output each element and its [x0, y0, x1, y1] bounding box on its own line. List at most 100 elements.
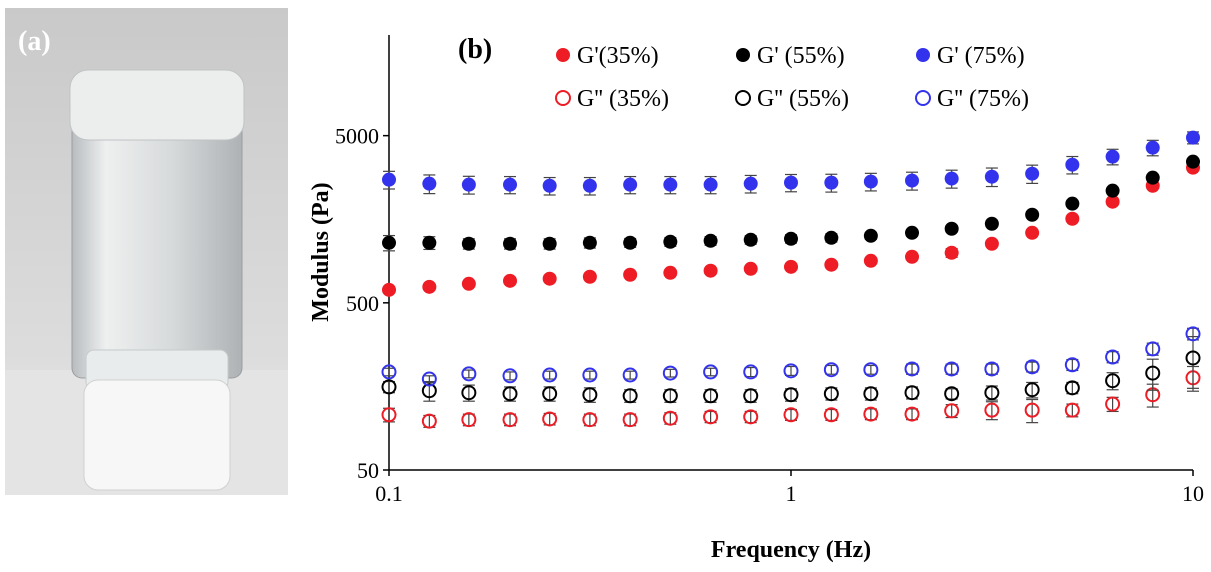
- legend-marker: [915, 90, 931, 106]
- legend-marker: [916, 48, 930, 62]
- data-point: [422, 235, 437, 250]
- data-point: [823, 407, 839, 423]
- data-point: [663, 265, 678, 280]
- data-point: [542, 236, 557, 251]
- data-point: [461, 366, 477, 382]
- x-tick-label: 0.1: [375, 481, 403, 506]
- data-point: [1105, 149, 1120, 164]
- y-tick-label: 5000: [335, 124, 379, 149]
- data-point: [1145, 170, 1160, 185]
- data-point: [1024, 359, 1040, 375]
- data-point: [502, 368, 518, 384]
- data-point: [422, 279, 437, 294]
- data-point: [863, 362, 879, 378]
- x-tick-label: 10: [1182, 481, 1204, 506]
- data-point: [421, 413, 437, 429]
- data-point: [582, 387, 598, 403]
- data-point: [904, 361, 920, 377]
- y-axis-title: Modulus (Pa): [308, 182, 334, 321]
- data-point: [623, 177, 638, 192]
- data-point: [1024, 382, 1040, 398]
- data-point: [582, 235, 597, 250]
- legend-label: G'(35%): [577, 43, 659, 69]
- data-point: [502, 386, 518, 402]
- data-point: [703, 388, 719, 404]
- data-point: [905, 225, 920, 240]
- photo: (a): [5, 8, 288, 495]
- data-point: [381, 407, 397, 423]
- data-point: [622, 367, 638, 383]
- data-point: [863, 174, 878, 189]
- legend-label: G' (75%): [937, 43, 1025, 69]
- data-point: [461, 276, 476, 291]
- data-point: [542, 411, 558, 427]
- data-point: [503, 273, 518, 288]
- data-point: [1024, 402, 1040, 418]
- data-point: [662, 365, 678, 381]
- data-point: [703, 409, 719, 425]
- data-point: [1065, 157, 1080, 172]
- data-point: [542, 367, 558, 383]
- data-point: [1105, 183, 1120, 198]
- data-point: [461, 177, 476, 192]
- data-point: [663, 234, 678, 249]
- data-point: [582, 412, 598, 428]
- data-point: [1105, 349, 1121, 365]
- data-point: [783, 363, 799, 379]
- data-point: [944, 221, 959, 236]
- data-point: [381, 379, 397, 395]
- data-point: [863, 386, 879, 402]
- data-point: [1105, 396, 1121, 412]
- data-point: [984, 216, 999, 231]
- data-point: [1064, 357, 1080, 373]
- data-point: [1185, 326, 1201, 342]
- legend-marker: [735, 90, 751, 106]
- data-point: [662, 388, 678, 404]
- y-tick-label: 500: [346, 291, 379, 316]
- data-point: [1065, 211, 1080, 226]
- data-point: [1186, 154, 1200, 169]
- data-point: [1105, 194, 1120, 209]
- data-point: [582, 178, 597, 193]
- data-point: [461, 236, 476, 251]
- data-point: [381, 364, 397, 380]
- legend-marker: [555, 90, 571, 106]
- data-point: [382, 282, 396, 297]
- legend-marker: [556, 48, 570, 62]
- data-point: [863, 406, 879, 422]
- data-point: [944, 386, 960, 402]
- data-point: [461, 412, 477, 428]
- data-point: [863, 228, 878, 243]
- data-point: [984, 402, 1000, 418]
- data-point: [905, 249, 920, 264]
- data-point: [1025, 166, 1040, 181]
- data-point: [944, 171, 959, 186]
- data-point: [502, 412, 518, 428]
- data-point: [784, 175, 798, 190]
- data-point: [783, 407, 799, 423]
- data-point: [984, 361, 1000, 377]
- x-axis-title: Frequency (Hz): [711, 537, 871, 563]
- data-point: [422, 176, 437, 191]
- data-point: [743, 364, 759, 380]
- data-point: [944, 361, 960, 377]
- data-point: [421, 371, 437, 387]
- vial-gel-top: [69, 69, 245, 141]
- data-point: [824, 175, 839, 190]
- data-point: [984, 169, 999, 184]
- data-point: [662, 410, 678, 426]
- data-point: [984, 385, 1000, 401]
- data-point: [623, 235, 638, 250]
- data-point: [542, 386, 558, 402]
- data-point: [1105, 373, 1121, 389]
- legend-label: G'' (35%): [577, 86, 669, 112]
- data-point: [582, 269, 597, 284]
- data-point: [905, 173, 920, 188]
- data-point: [1064, 402, 1080, 418]
- panel-label: (b): [458, 34, 492, 65]
- data-point: [823, 362, 839, 378]
- data-point: [703, 263, 718, 278]
- data-point: [1145, 140, 1160, 155]
- data-point: [461, 385, 477, 401]
- data-point: [784, 259, 798, 274]
